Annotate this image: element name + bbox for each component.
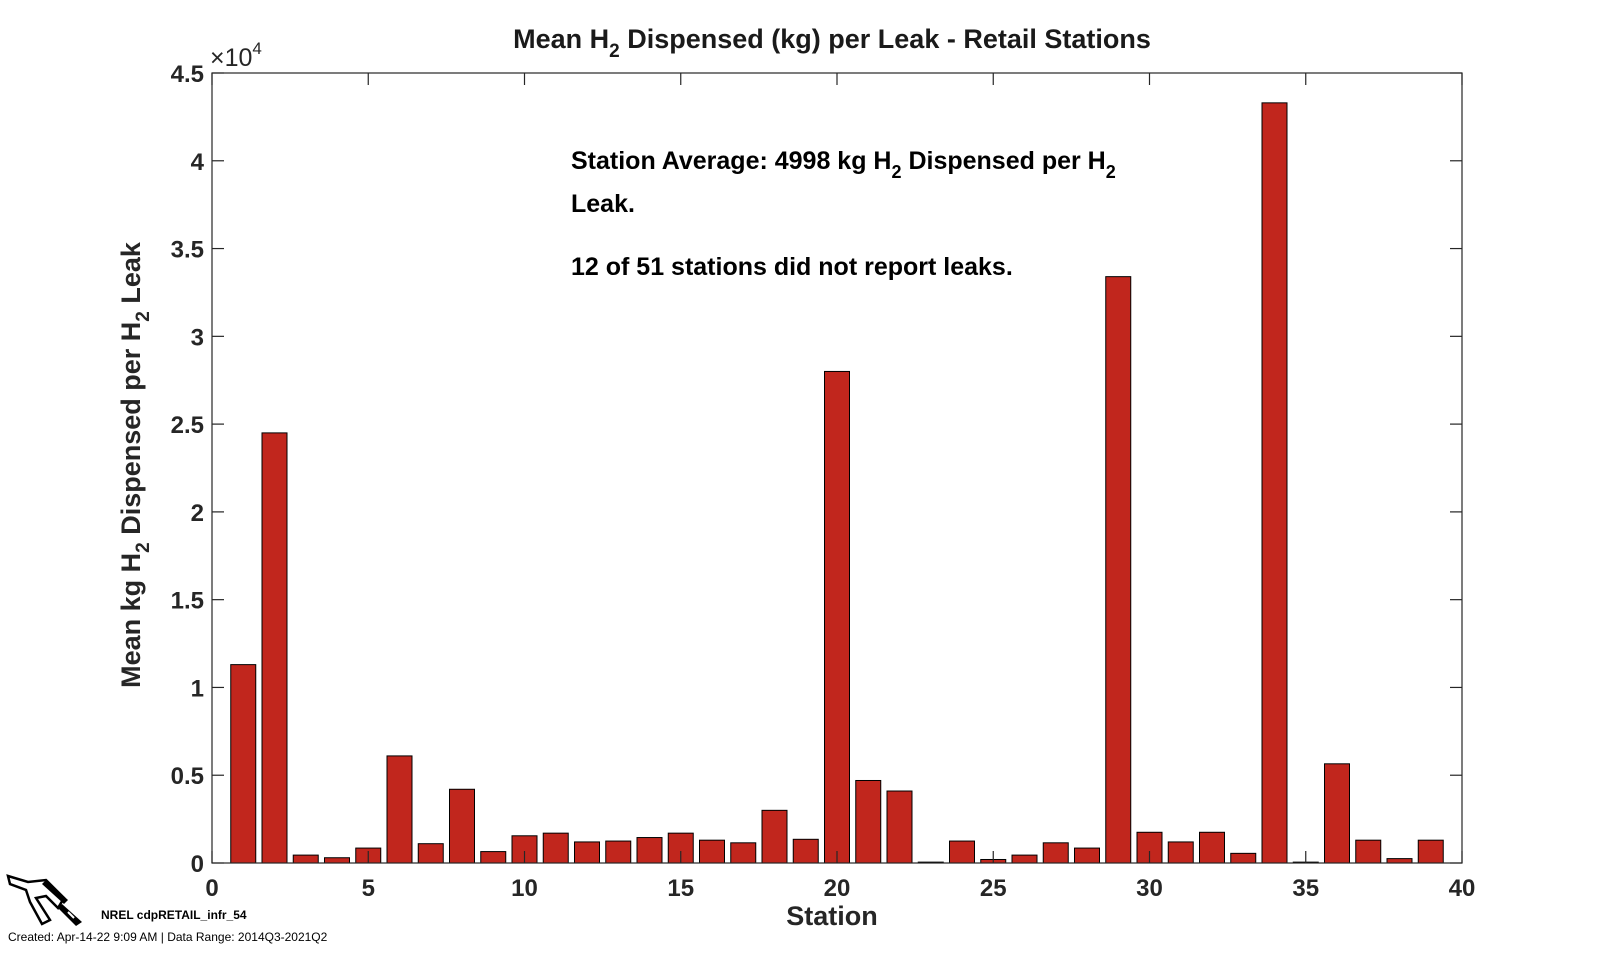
- y-tick-label: 0.5: [171, 763, 204, 790]
- bar-station-26: [1011, 854, 1038, 864]
- chart-title: Mean H2 Dispensed (kg) per Leak - Retail…: [513, 24, 1151, 62]
- y-tick-label: 0: [191, 851, 204, 878]
- bar-station-16: [699, 839, 725, 864]
- axes-group: 0 5 10 15 20 25 30 35 40 0 0.5 1 1.5 2 2.5 3 3.5 4 4.5: [171, 61, 1476, 902]
- y-tick-label: 4: [191, 149, 205, 176]
- bar-station-4: [324, 857, 350, 864]
- bar-station-20: [824, 370, 850, 864]
- bar-station-14: [636, 837, 663, 864]
- bar-station-24: [949, 840, 975, 864]
- fuel-nozzle-icon: [6, 874, 82, 926]
- bar-station-22: [886, 790, 913, 864]
- y-tick-label: 1: [191, 675, 204, 702]
- x-tick-label: 15: [667, 875, 694, 902]
- bar-station-33: [1230, 852, 1257, 864]
- bars-group: [230, 102, 1444, 864]
- y-tick-label: 3.5: [171, 237, 204, 264]
- bar-station-2: [261, 432, 288, 864]
- x-axis-label: Station: [786, 901, 878, 931]
- x-tick-label: 20: [824, 875, 851, 902]
- y-tick-label: 2: [191, 500, 204, 527]
- bar-station-6: [386, 755, 413, 864]
- bar-station-37: [1355, 839, 1382, 864]
- bar-station-28: [1074, 847, 1100, 864]
- bar-station-3: [292, 854, 319, 864]
- x-tick-label: 40: [1449, 875, 1476, 902]
- bar-station-8: [449, 788, 475, 864]
- x-tick-label: 5: [362, 875, 375, 902]
- bar-station-21: [855, 779, 882, 864]
- x-tick-label: 10: [511, 875, 538, 902]
- bar-station-29: [1105, 276, 1132, 864]
- x-tick-label: 0: [205, 875, 218, 902]
- bar-station-12: [574, 841, 600, 864]
- bar-station-36: [1324, 763, 1350, 864]
- annotation-line-2: Leak.: [571, 190, 635, 218]
- bar-station-31: [1167, 841, 1194, 864]
- bar-station-17: [730, 842, 757, 864]
- y-tick-label: 1.5: [171, 588, 204, 615]
- bar-station-19: [792, 838, 819, 864]
- bar-station-27: [1042, 842, 1069, 864]
- chart-id-label: NREL cdpRETAIL_infr_54: [101, 908, 247, 922]
- bar-station-11: [542, 832, 569, 864]
- y-tick-label: 2.5: [171, 412, 204, 439]
- bar-station-38: [1386, 858, 1413, 864]
- bar-station-13: [605, 840, 632, 864]
- bar-station-18: [761, 809, 788, 864]
- bar-station-1: [230, 664, 257, 864]
- bar-station-7: [417, 843, 444, 864]
- created-date-label: Created: Apr-14-22 9:09 AM | Data Range:…: [8, 930, 328, 944]
- annotation: Station Average: 4998 kg H2 Dispensed pe…: [571, 147, 1116, 281]
- x-tick-label: 30: [1136, 875, 1163, 902]
- bar-station-9: [480, 851, 507, 864]
- x-tick-label: 35: [1292, 875, 1319, 902]
- y-tick-label: 3: [191, 324, 204, 351]
- y-tick-label: 4.5: [171, 61, 204, 88]
- x-tick-label: 25: [980, 875, 1007, 902]
- y-exponent-label: ×104: [210, 39, 262, 72]
- bar-station-39: [1417, 839, 1444, 864]
- annotation-line-3: 12 of 51 stations did not report leaks.: [571, 253, 1013, 281]
- y-axis-label: Mean kg H2 Dispensed per H2 Leak: [116, 241, 154, 688]
- bar-station-32: [1199, 831, 1225, 864]
- annotation-line-1: Station Average: 4998 kg H2 Dispensed pe…: [571, 147, 1116, 182]
- bar-station-34: [1261, 102, 1288, 864]
